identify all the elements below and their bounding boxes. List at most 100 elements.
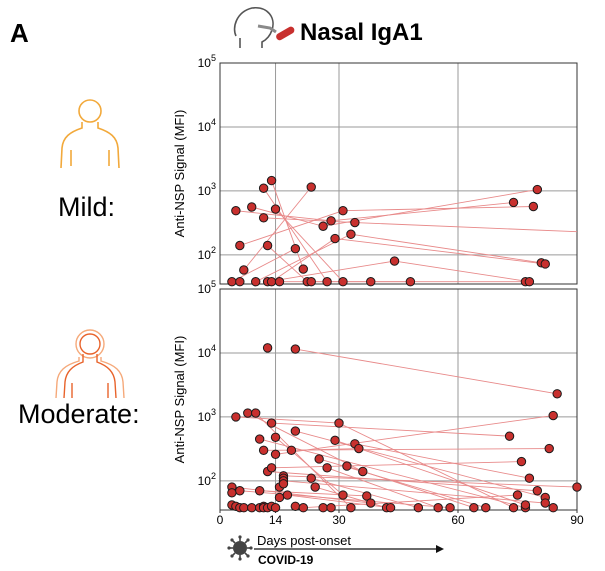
- patient-trajectory-line: [338, 422, 514, 509]
- timeline-arrowhead-icon: [436, 545, 444, 553]
- patient-trajectory-line: [334, 439, 526, 506]
- patient-trajectory-line: [275, 415, 554, 455]
- y-tick-label: 104: [198, 343, 216, 360]
- data-point: [445, 503, 455, 513]
- data-point: [540, 259, 550, 269]
- data-point: [290, 426, 301, 436]
- x-tick-label: 60: [451, 513, 465, 527]
- data-point: [247, 503, 257, 513]
- data-point: [306, 473, 316, 483]
- data-point: [354, 443, 364, 454]
- data-point: [322, 463, 332, 473]
- patient-trajectory-line: [271, 461, 522, 469]
- data-point: [572, 482, 582, 492]
- data-point: [262, 240, 273, 251]
- data-point: [251, 408, 261, 418]
- y-tick-label: 105: [198, 53, 216, 70]
- data-point: [532, 184, 543, 195]
- data-point: [266, 277, 277, 287]
- patient-trajectory-line: [251, 206, 324, 227]
- patient-trajectory-line: [295, 348, 558, 395]
- data-point: [306, 182, 316, 192]
- data-point: [239, 503, 249, 513]
- data-point: [385, 503, 396, 513]
- patient-trajectory-line: [271, 180, 304, 270]
- data-point: [254, 434, 265, 444]
- data-point: [266, 175, 277, 186]
- data-point: [235, 486, 245, 496]
- y-tick-label: 103: [198, 407, 216, 424]
- data-point: [504, 431, 515, 441]
- patient-trajectory-line: [267, 260, 395, 283]
- data-point: [512, 490, 523, 500]
- y-tick-label: 105: [198, 279, 216, 296]
- data-point: [481, 503, 491, 513]
- patient-trajectory-line: [350, 233, 542, 264]
- data-point: [362, 491, 372, 501]
- data-point: [274, 277, 285, 287]
- nasal-swab-icon: [233, 7, 295, 48]
- patient-trajectory-line: [283, 475, 578, 488]
- patient-trajectory-line: [263, 217, 355, 223]
- patient-trajectory-line: [331, 201, 514, 222]
- data-point: [258, 183, 269, 193]
- data-point: [350, 217, 360, 228]
- data-point: [298, 264, 308, 274]
- group-label-mild: Mild:: [58, 192, 115, 222]
- patient-trajectory-line: [275, 208, 344, 283]
- data-point: [552, 389, 562, 399]
- data-point: [528, 201, 539, 212]
- person-moderate-icon: [55, 329, 125, 399]
- virus-icon: [227, 535, 253, 561]
- data-point: [338, 490, 348, 500]
- data-point: [306, 277, 316, 287]
- data-point: [508, 503, 519, 513]
- data-point: [334, 418, 344, 428]
- data-point: [278, 479, 289, 489]
- data-point: [298, 503, 308, 513]
- data-point: [433, 503, 443, 513]
- data-point: [318, 221, 328, 231]
- data-point: [290, 501, 301, 511]
- patient-trajectory-line: [346, 465, 475, 509]
- data-point: [266, 463, 277, 473]
- data-point: [254, 486, 265, 496]
- data-point: [389, 256, 400, 266]
- data-point: [346, 503, 356, 513]
- group-label-moderate: Moderate:: [18, 399, 140, 429]
- data-point: [227, 488, 237, 498]
- data-point: [270, 204, 281, 214]
- x-tick-label: 0: [217, 513, 224, 527]
- data-point: [286, 445, 297, 456]
- data-point: [243, 408, 253, 418]
- patient-trajectory-line: [342, 206, 534, 212]
- patient-trajectory-line: [354, 443, 530, 479]
- y-axis-label: Anti-NSP Signal (MFI): [172, 336, 187, 464]
- data-point: [405, 277, 416, 287]
- data-point: [469, 503, 479, 513]
- data-point: [227, 277, 237, 287]
- data-point: [290, 243, 301, 254]
- data-point: [342, 461, 352, 471]
- data-point: [524, 277, 535, 287]
- data-point: [508, 197, 519, 208]
- timeline-label: COVID-19: [258, 553, 314, 567]
- patient-trajectory-line: [271, 238, 336, 283]
- patient-trajectory-line: [267, 245, 308, 283]
- data-point: [282, 490, 293, 500]
- data-point: [366, 277, 376, 287]
- y-tick-label: 103: [198, 181, 216, 198]
- data-point: [330, 435, 340, 446]
- data-point: [520, 500, 531, 510]
- data-point: [413, 503, 424, 513]
- data-point: [366, 498, 376, 508]
- patient-trajectory-line: [231, 248, 296, 283]
- patient-trajectory-line: [291, 448, 359, 451]
- patient-trajectory-line: [239, 210, 344, 246]
- data-point: [548, 503, 558, 513]
- person-mild-icon: [60, 99, 120, 169]
- patient-trajectory-line: [255, 412, 352, 509]
- patient-trajectory-line: [354, 222, 578, 233]
- data-point: [326, 216, 336, 226]
- data-point: [544, 443, 554, 454]
